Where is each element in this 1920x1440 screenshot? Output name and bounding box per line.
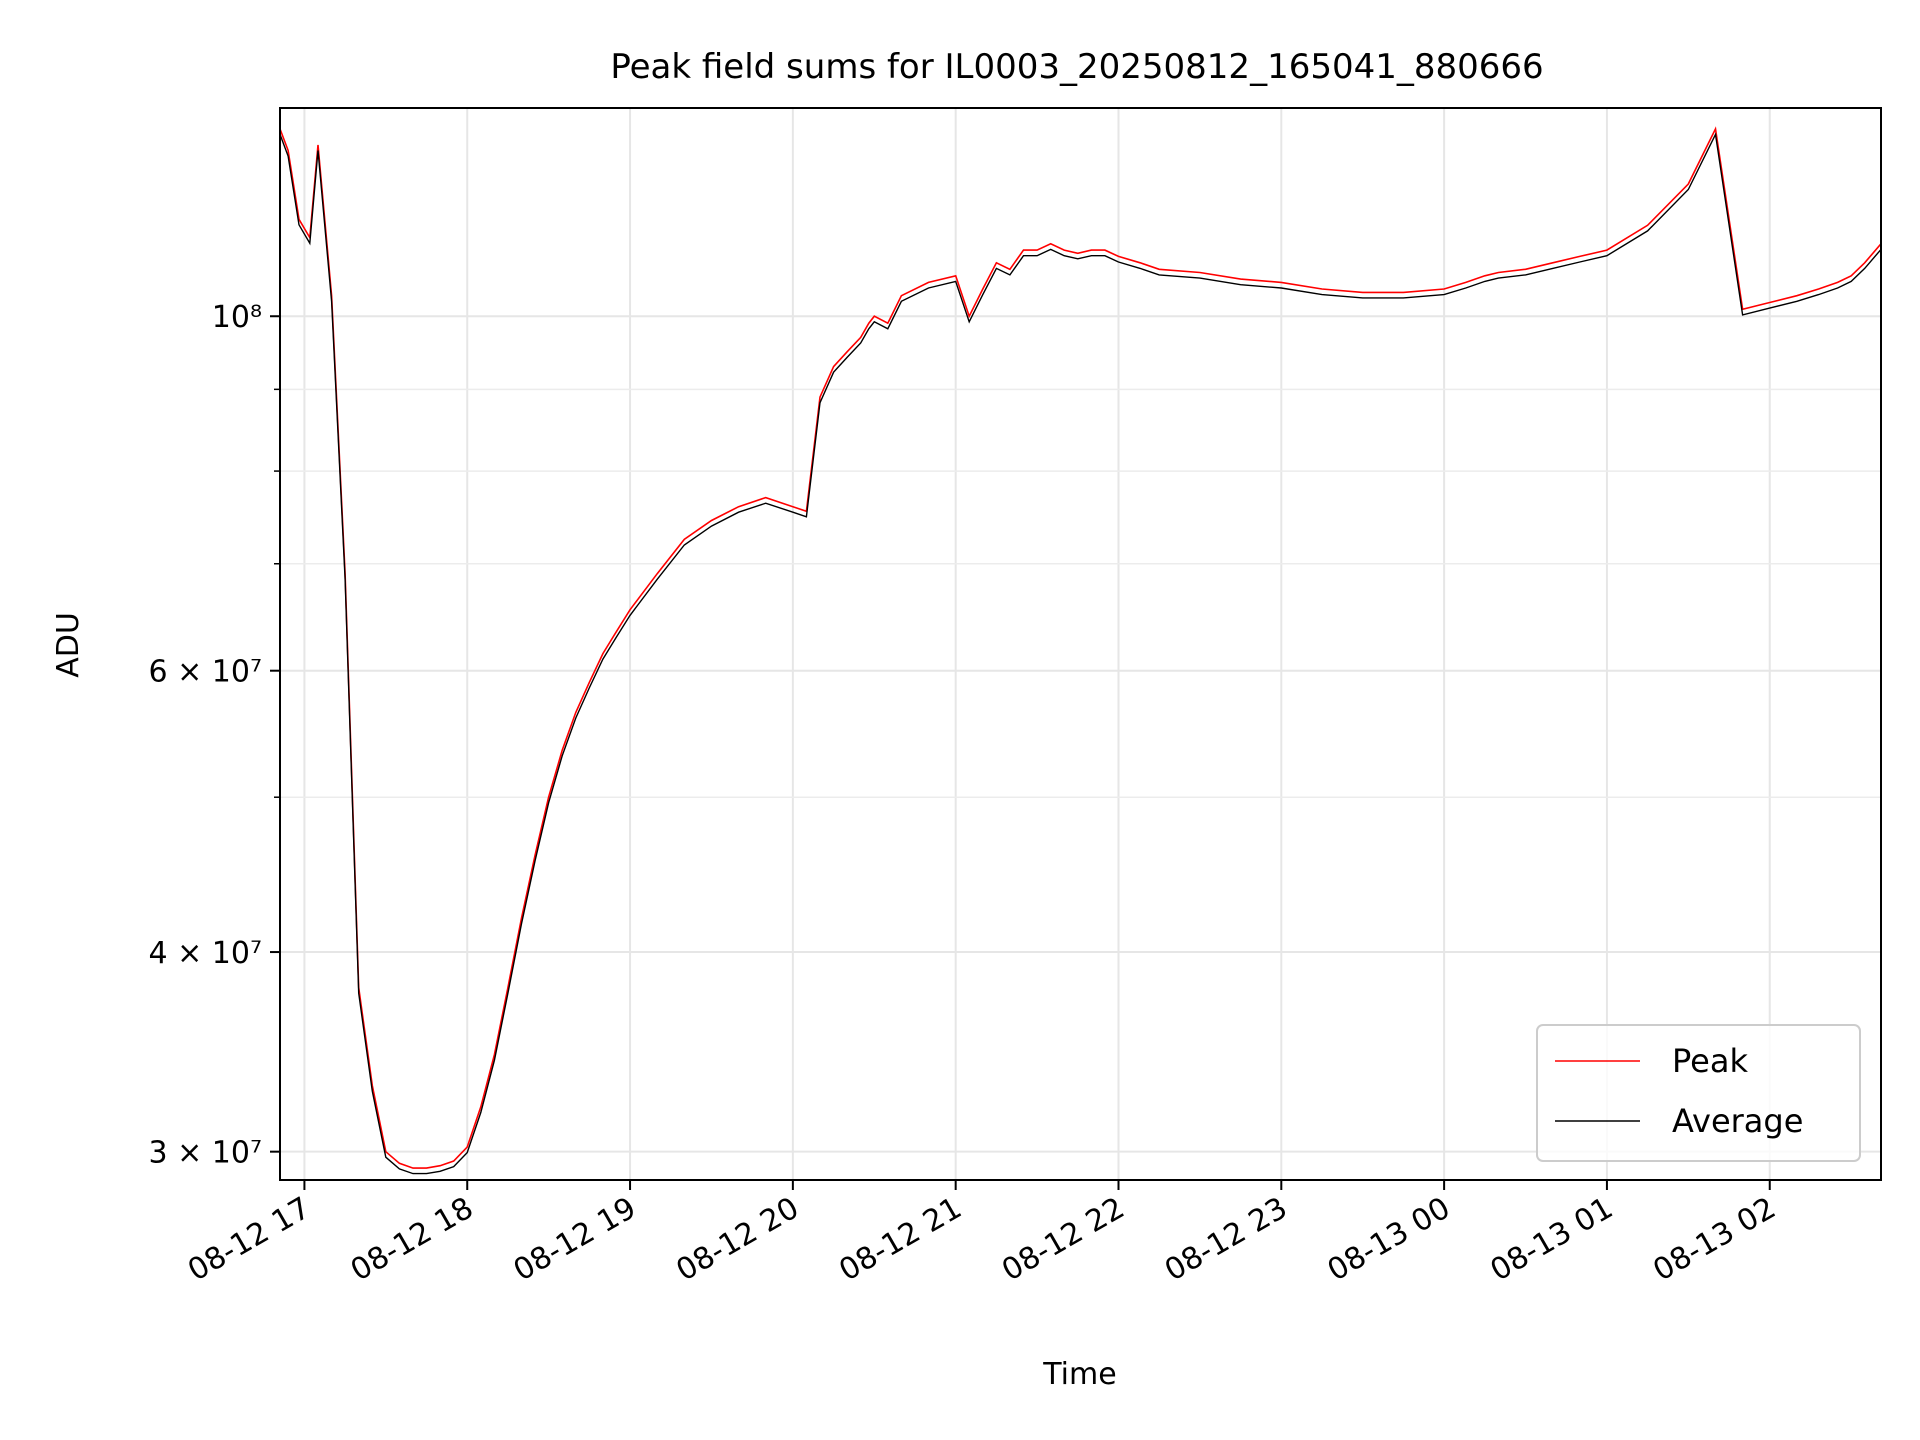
y-axis-label: ADU: [51, 612, 86, 678]
series-average-line: [280, 132, 1881, 1175]
y-axis: 3 × 10⁷ 4 × 10⁷ 6 × 10⁷ 10⁸: [149, 300, 280, 1171]
series-layer: [280, 126, 1881, 1175]
y-tick-label: 4 × 10⁷: [149, 936, 263, 971]
legend-box: [1536, 1024, 1861, 1162]
chart-title: Peak field sums for IL0003_20250812_1650…: [610, 47, 1543, 87]
series-peak-line: [280, 126, 1881, 1169]
legend-average-label: Average: [1672, 1102, 1803, 1140]
y-tick-label: 3 × 10⁷: [149, 1136, 263, 1171]
legend: Peak Average: [1536, 1024, 1861, 1162]
x-axis-label: Time: [1042, 1357, 1116, 1392]
y-tick-label: 10⁸: [212, 300, 262, 335]
legend-peak-label: Peak: [1672, 1042, 1748, 1080]
y-tick-label: 6 × 10⁷: [149, 655, 263, 690]
plot-frame: [279, 107, 1882, 1181]
